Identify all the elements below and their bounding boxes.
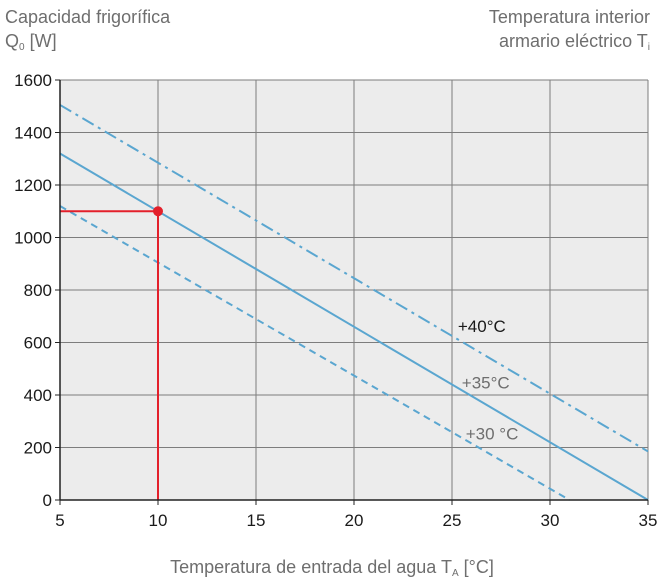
x-tick-label-5: 30: [541, 511, 560, 530]
series-label-1: +35°C: [462, 373, 510, 392]
y-axis-unit: [W]: [24, 31, 57, 51]
series-line-2: [59, 205, 571, 501]
y-tick-label-4: 800: [24, 281, 52, 300]
legend-title-subscript: i: [647, 42, 650, 53]
legend-title-symbol: armario eléctrico T: [499, 31, 648, 51]
x-axis-label: Temperatura de entrada del agua T: [170, 557, 452, 577]
y-tick-label-1: 200: [24, 439, 52, 458]
y-axis-title: Capacidad frigorífica Q0 [W]: [5, 5, 170, 60]
x-tick-label-3: 20: [345, 511, 364, 530]
y-tick-label-7: 1400: [14, 124, 52, 143]
y-tick-label-3: 600: [24, 334, 52, 353]
y-axis-title-line2: Q0 [W]: [5, 29, 170, 60]
x-axis-title: Temperatura de entrada del agua TA [°C]: [0, 555, 664, 586]
y-axis-symbol: Q: [5, 31, 20, 51]
x-tick-label-6: 35: [639, 511, 658, 530]
y-axis-symbol-subscript: 0: [19, 42, 25, 53]
legend-title-line2: armario eléctrico Ti: [489, 29, 650, 60]
x-tick-label-2: 15: [247, 511, 266, 530]
y-tick-label-5: 1000: [14, 229, 52, 248]
x-axis-unit: [°C]: [458, 557, 494, 577]
y-axis-title-line1: Capacidad frigorífica: [5, 7, 171, 27]
series-line-0: [59, 104, 649, 453]
x-tick-label-4: 25: [443, 511, 462, 530]
legend-title: Temperatura interior armario eléctrico T…: [489, 5, 650, 60]
marker-point: [153, 206, 163, 217]
x-axis-label-subscript: A: [451, 568, 459, 579]
legend-title-line1: Temperatura interior: [488, 7, 650, 27]
x-tick-label-0: 5: [55, 511, 64, 530]
x-tick-label-1: 10: [149, 511, 168, 530]
y-tick-label-2: 400: [24, 386, 52, 405]
y-tick-label-0: 0: [43, 491, 52, 510]
series-label-2: +30 °C: [466, 425, 519, 444]
y-tick-label-6: 1200: [14, 176, 52, 195]
y-tick-label-8: 1600: [14, 71, 52, 90]
series-label-0: +40°C: [458, 317, 506, 336]
